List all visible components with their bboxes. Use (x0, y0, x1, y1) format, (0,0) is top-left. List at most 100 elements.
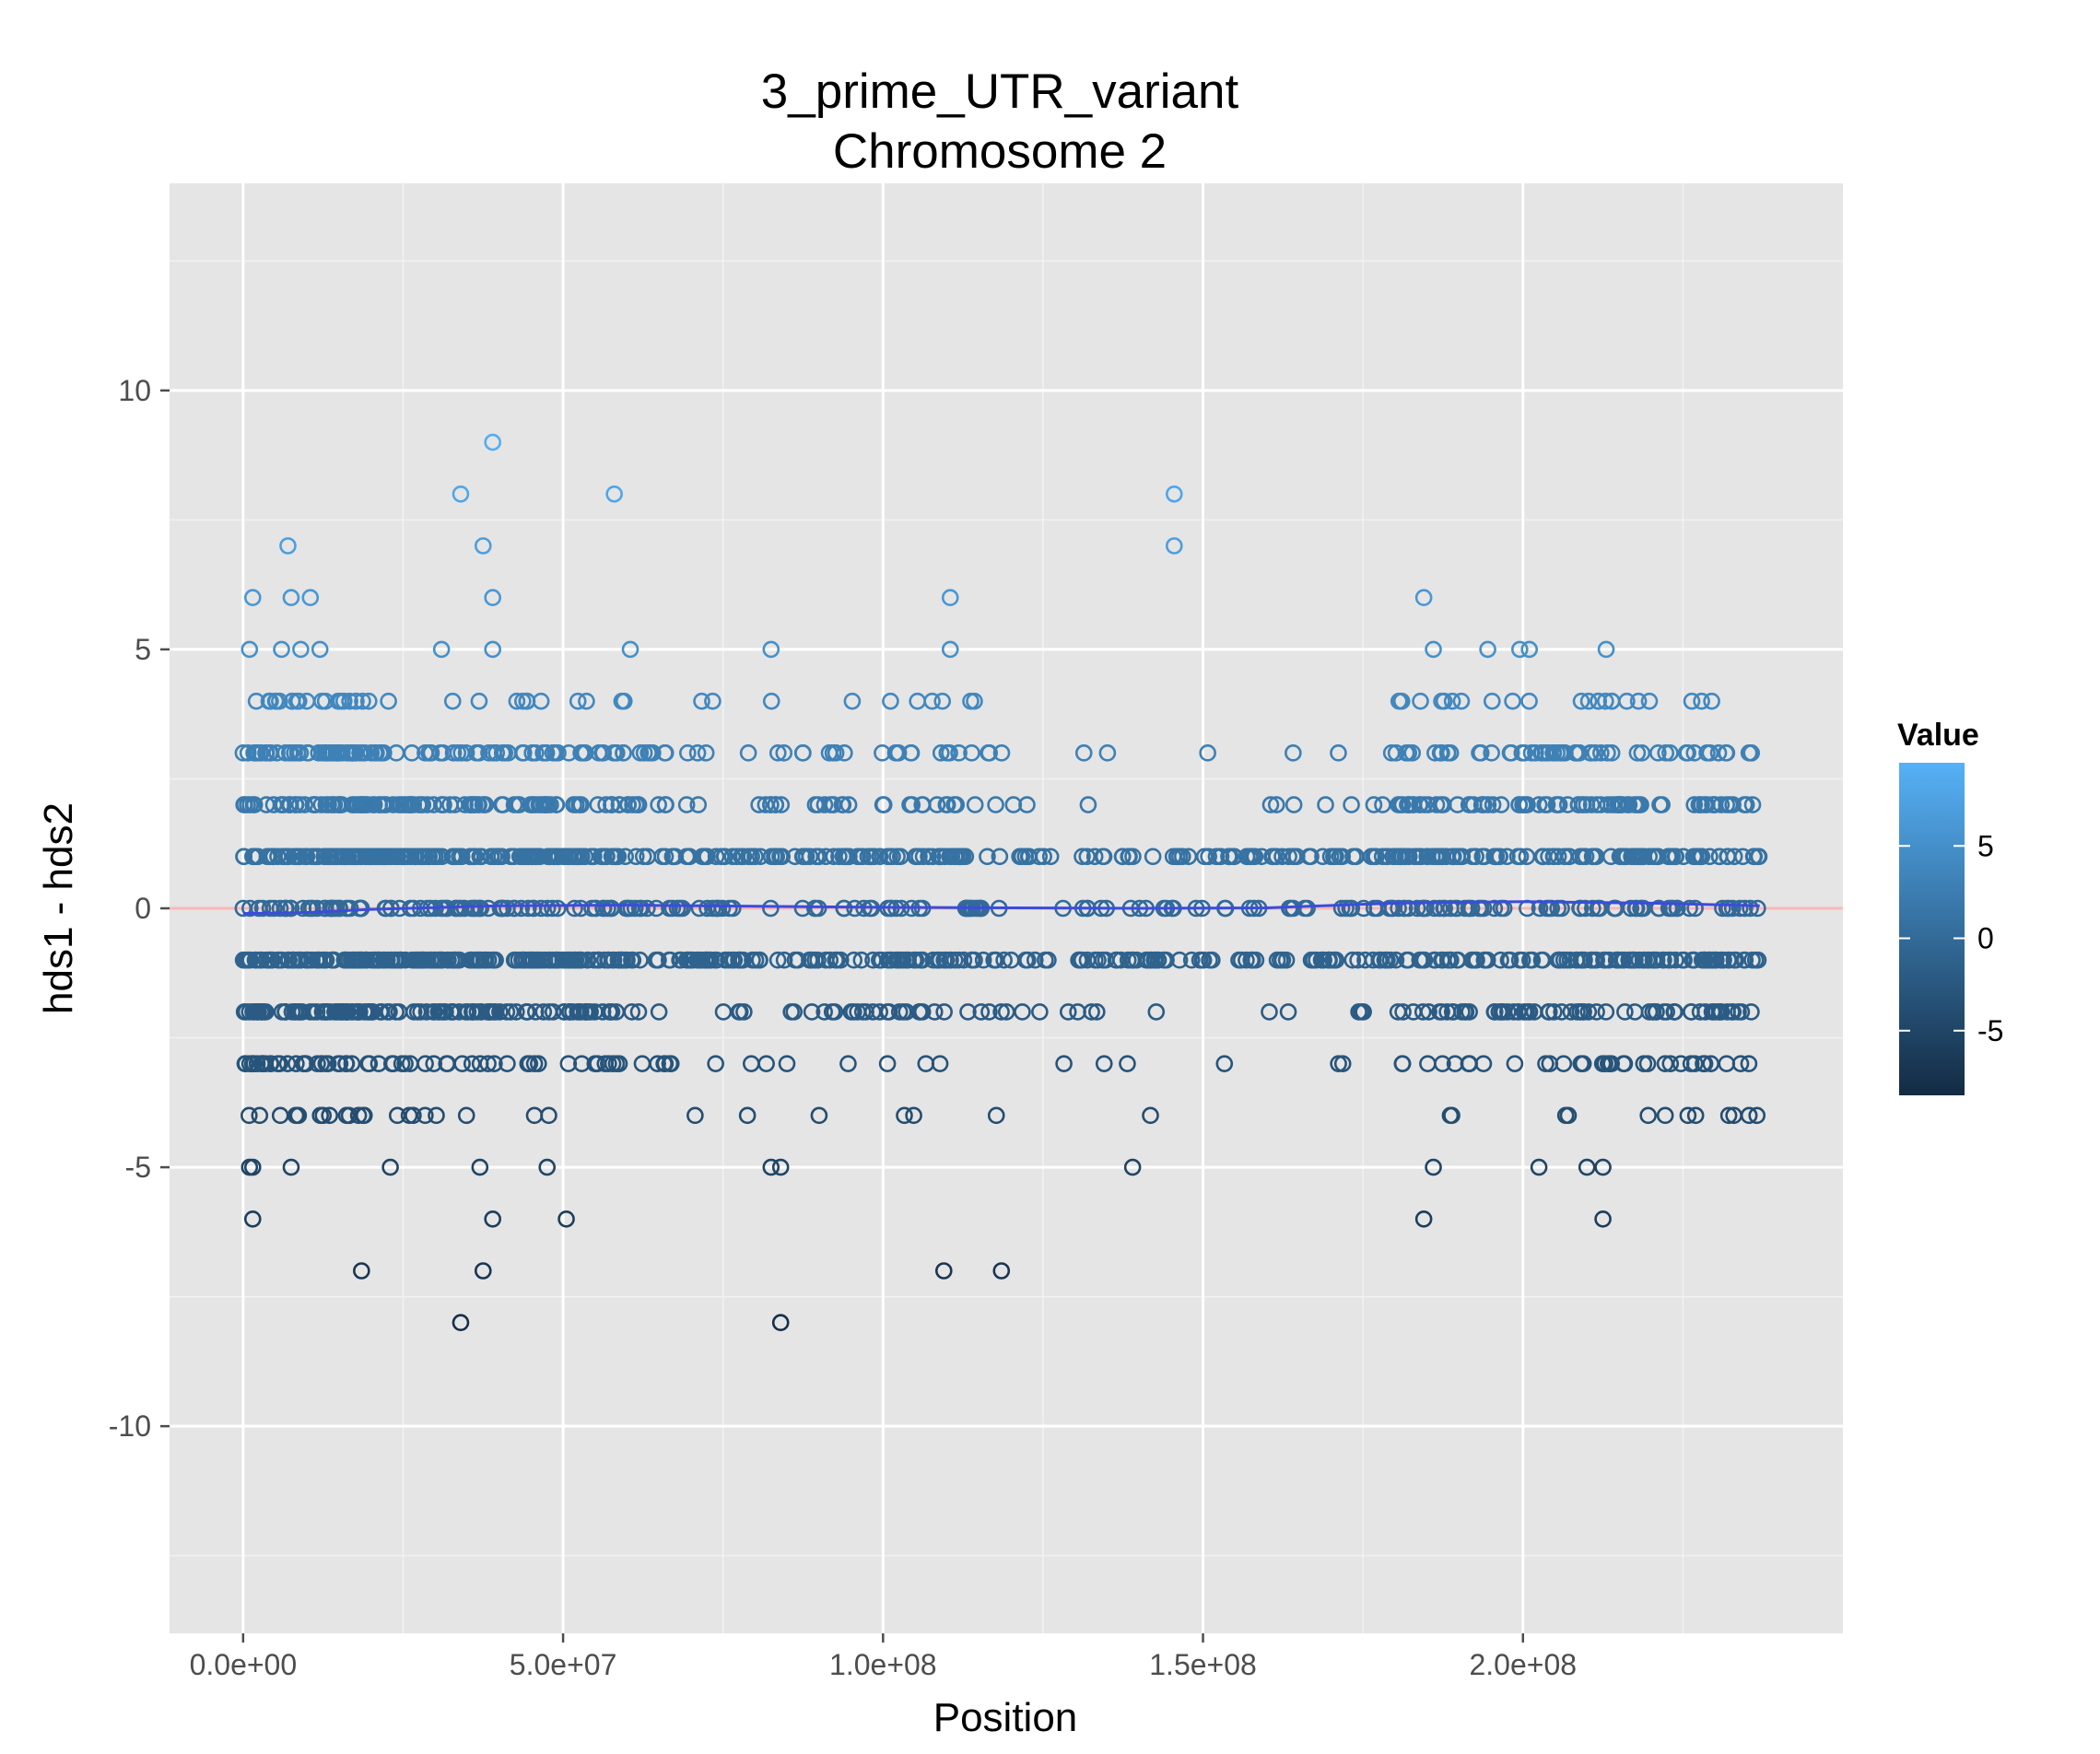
data-point (1011, 848, 1028, 866)
data-point (1686, 899, 1704, 918)
data-point (839, 796, 858, 813)
data-point (1509, 1003, 1527, 1021)
data-point (563, 951, 581, 969)
data-point (1705, 796, 1723, 813)
data-point (1701, 848, 1719, 866)
data-point (1407, 848, 1425, 866)
data-point (1414, 1210, 1433, 1228)
data-point (1238, 951, 1255, 969)
legend-tick-label: -5 (1977, 1014, 2003, 1047)
data-point (1572, 692, 1590, 710)
data-point (463, 1055, 481, 1072)
data-point (1392, 692, 1410, 710)
data-point (881, 848, 898, 866)
data-point (311, 640, 329, 659)
data-point (1435, 692, 1453, 710)
data-point (686, 1106, 704, 1125)
data-point (370, 796, 389, 813)
data-point (1520, 1003, 1539, 1021)
data-point (281, 796, 299, 813)
data-point (1492, 796, 1510, 813)
data-point (1095, 1055, 1113, 1072)
data-point (1123, 1158, 1142, 1176)
data-point (1442, 951, 1460, 969)
data-point (1574, 1055, 1592, 1072)
data-point (280, 744, 299, 762)
data-point (546, 951, 565, 969)
data-point (514, 692, 532, 710)
data-point (931, 1055, 949, 1072)
data-point (992, 744, 1011, 762)
data-point (935, 1003, 953, 1021)
data-point (1742, 899, 1759, 918)
data-point (329, 692, 347, 710)
data-point (1452, 692, 1471, 710)
data-point (786, 848, 804, 866)
data-point (321, 1106, 338, 1125)
data-point (882, 692, 899, 710)
data-point (615, 692, 633, 710)
data-point (234, 744, 252, 762)
data-point (1343, 899, 1361, 918)
data-point (1193, 951, 1212, 969)
data-point (1530, 1158, 1548, 1176)
data-point (358, 951, 376, 969)
data-point (271, 899, 289, 918)
data-point (546, 744, 565, 762)
data-point (526, 796, 545, 813)
data-point (1669, 899, 1686, 918)
data-point (1633, 744, 1651, 762)
data-point (354, 692, 371, 710)
trend-line (242, 900, 1760, 916)
data-point (412, 1003, 429, 1021)
data-point (578, 692, 595, 710)
data-point (472, 848, 489, 866)
data-point (1398, 951, 1415, 969)
data-point (1510, 951, 1529, 969)
data-point (1485, 1003, 1504, 1021)
data-point (1574, 848, 1592, 866)
data-point (1730, 899, 1749, 918)
data-point (494, 796, 512, 813)
data-point (394, 848, 412, 866)
data-point (941, 744, 958, 762)
data-point (1343, 796, 1360, 813)
data-point (762, 899, 780, 918)
data-point (615, 744, 632, 762)
data-point (1609, 796, 1626, 813)
data-point (257, 744, 276, 762)
data-point (1472, 796, 1491, 813)
data-point (632, 899, 651, 918)
data-point (407, 951, 426, 969)
data-point (1559, 1106, 1578, 1125)
data-point (381, 1003, 398, 1021)
data-point (1749, 848, 1767, 866)
data-point (827, 951, 844, 969)
data-point (650, 1003, 668, 1021)
data-point (656, 848, 675, 866)
data-point (1071, 951, 1089, 969)
data-point (331, 796, 348, 813)
data-point (1534, 951, 1552, 969)
data-point (353, 1262, 370, 1280)
data-point (1746, 951, 1765, 969)
data-point (1597, 692, 1614, 710)
data-point (1429, 848, 1448, 866)
data-point (323, 796, 342, 813)
data-point (992, 1262, 1011, 1280)
data-point (1365, 796, 1383, 813)
data-point (508, 1003, 525, 1021)
data-point (1041, 848, 1060, 866)
data-point (594, 899, 612, 918)
data-point (621, 640, 639, 659)
data-point (444, 744, 463, 762)
x-axis-title: Position (933, 1695, 1078, 1740)
data-point (1425, 951, 1443, 969)
data-point (931, 951, 949, 969)
data-point (520, 899, 537, 918)
data-point (1725, 951, 1743, 969)
data-point (1594, 1210, 1612, 1228)
data-point (762, 796, 780, 813)
data-point (1550, 951, 1568, 969)
data-point (950, 744, 968, 762)
